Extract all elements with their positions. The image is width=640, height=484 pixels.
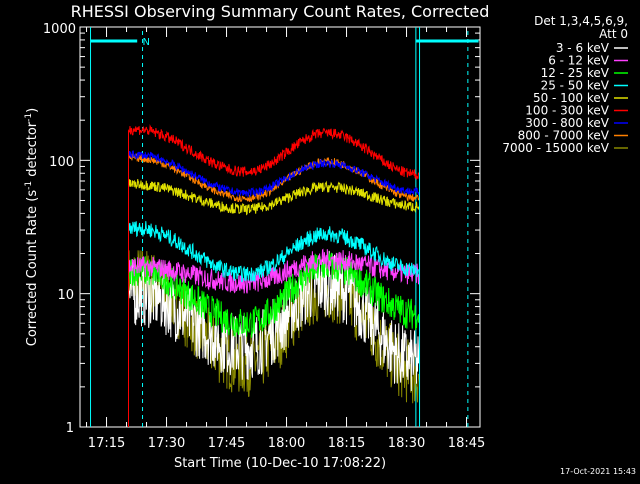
plot-frame <box>79 26 481 428</box>
y-tick-label: 10 <box>57 288 74 303</box>
series-line <box>128 179 419 427</box>
legend-label: 25 - 50 keV <box>541 79 610 93</box>
series-line <box>128 124 419 427</box>
legend-label: 12 - 25 keV <box>541 66 610 80</box>
y-tick-label: 100 <box>49 155 74 170</box>
legend-label: 7000 - 15000 keV <box>502 141 609 155</box>
x-axis-label: Start Time (10-Dec-10 17:08:22) <box>174 456 386 471</box>
y-axis-label: Corrected Count Rate (s-1 detector-1) <box>24 108 40 346</box>
chart-title: RHESSI Observing Summary Count Rates, Co… <box>71 2 490 21</box>
series-line <box>128 150 419 427</box>
x-tick-label: 17:45 <box>208 436 245 451</box>
legend-label: 800 - 7000 keV <box>518 129 610 143</box>
y-tick-labels: 1 10 100 1000 <box>43 22 76 436</box>
y-tick-label: 1 <box>66 421 74 436</box>
legend-label: 50 - 100 keV <box>533 91 610 105</box>
x-tick-label: 17:30 <box>148 436 185 451</box>
legend-label: 100 - 300 keV <box>525 104 609 118</box>
x-tick-label: 18:15 <box>328 436 365 451</box>
x-tick-label: 18:00 <box>268 436 305 451</box>
series-line <box>128 250 419 427</box>
legend-label: 6 - 12 keV <box>548 54 610 68</box>
x-tick-labels: 17:15 17:30 17:45 18:00 18:15 18:30 18:45 <box>88 436 485 451</box>
legend-label: 3 - 6 keV <box>556 41 610 55</box>
axis-ticks <box>80 27 480 428</box>
x-tick-label: 18:45 <box>448 436 485 451</box>
legend-header: Det 1,3,4,5,6,9, <box>534 14 628 28</box>
x-tick-label: 17:15 <box>88 436 125 451</box>
timestamp: 17-Oct-2021 15:43 <box>560 467 636 476</box>
night-label: N <box>142 37 149 48</box>
y-tick-label: 1000 <box>43 22 76 37</box>
series-lines <box>128 124 419 427</box>
x-tick-label: 18:30 <box>388 436 425 451</box>
legend-header: Att 0 <box>599 27 628 41</box>
legend-label: 300 - 800 keV <box>525 116 609 130</box>
series-line <box>128 221 419 427</box>
